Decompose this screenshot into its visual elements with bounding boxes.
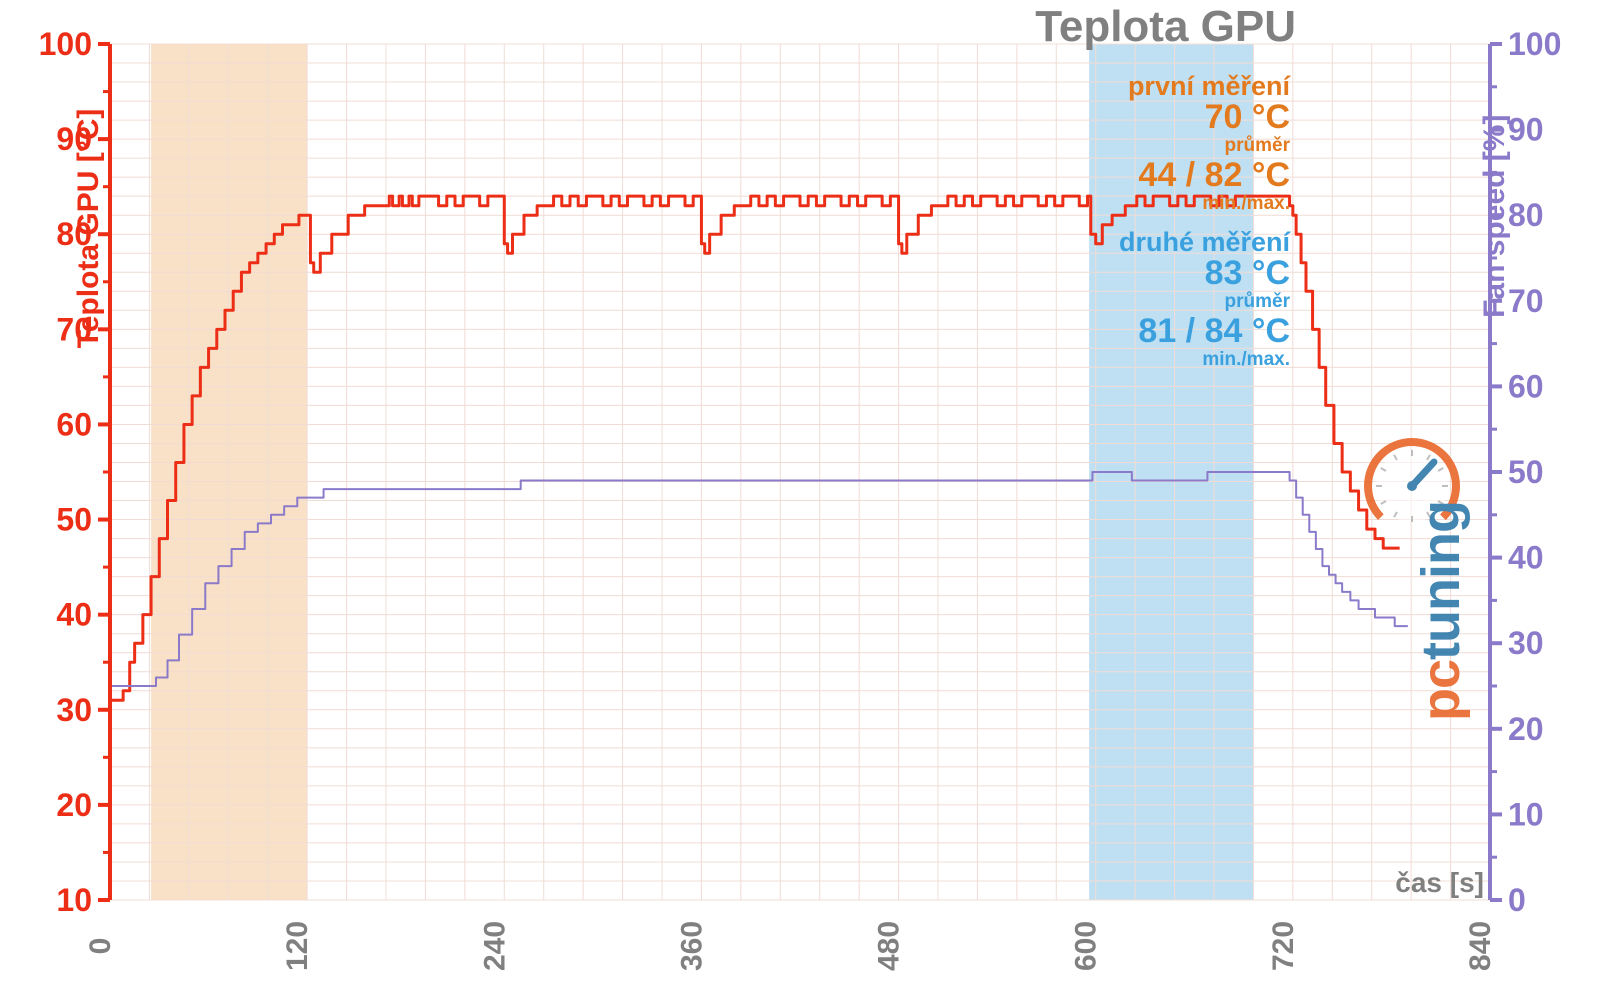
- x-tick-label: 240: [478, 921, 511, 971]
- x-axis-label: čas [s]: [1395, 867, 1484, 898]
- y-left-tick-label: 40: [56, 597, 92, 633]
- y-right-tick-label: 40: [1508, 540, 1544, 576]
- y-right-tick-label: 10: [1508, 796, 1544, 832]
- y-right-tick-label: 100: [1508, 26, 1561, 62]
- first-range-label: min./max.: [0, 194, 1290, 214]
- y-left-tick-label: 30: [56, 692, 92, 728]
- x-tick-label: 720: [1267, 921, 1300, 971]
- chart-title-text: Teplota GPU: [1035, 2, 1296, 51]
- x-tick-label: 480: [873, 921, 906, 971]
- y-right-tick-label: 20: [1508, 711, 1544, 747]
- second-avg-value: 83 °C: [0, 256, 1290, 292]
- y-left-tick-label: 10: [56, 882, 92, 918]
- annotation-first-measurement: první měření 70 °C průměr 44 / 82 °C min…: [0, 72, 1290, 214]
- y-left-tick-label: 50: [56, 502, 92, 538]
- x-tick-label: 120: [281, 921, 314, 971]
- chart-title: Teplota GPU: [0, 4, 1296, 50]
- second-range-value: 81 / 84 °C: [0, 314, 1290, 350]
- y-left-tick-label: 20: [56, 787, 92, 823]
- x-tick-label: 840: [1464, 921, 1497, 971]
- y-right-tick-label: 80: [1508, 197, 1544, 233]
- y-right-axis-label: Fan speed [%]: [1478, 115, 1511, 318]
- x-tick-label: 360: [675, 921, 708, 971]
- y-right-tick-label: 70: [1508, 283, 1544, 319]
- y-right-tick-label: 90: [1508, 112, 1544, 148]
- second-header: druhé měření: [0, 228, 1290, 256]
- y-right-tick-label: 50: [1508, 454, 1544, 490]
- watermark-text: pctuning: [1410, 501, 1472, 721]
- first-avg-value: 70 °C: [0, 100, 1290, 136]
- annotation-second-measurement: druhé měření 83 °C průměr 81 / 84 °C min…: [0, 228, 1290, 370]
- y-right-tick-label: 0: [1508, 882, 1526, 918]
- first-header: první měření: [0, 72, 1290, 100]
- x-tick-label: 0: [84, 938, 117, 955]
- y-right-tick-label: 30: [1508, 625, 1544, 661]
- first-range-value: 44 / 82 °C: [0, 158, 1290, 194]
- second-range-label: min./max.: [0, 350, 1290, 370]
- x-tick-label: 600: [1070, 921, 1103, 971]
- second-avg-label: průměr: [0, 292, 1290, 312]
- chart-container: 102030405060708090100Teplota GPU [°C]010…: [0, 0, 1600, 996]
- y-left-tick-label: 60: [56, 406, 92, 442]
- first-avg-label: průměr: [0, 136, 1290, 156]
- watermark-logo: pctuning: [1340, 436, 1470, 726]
- y-right-tick-label: 60: [1508, 368, 1544, 404]
